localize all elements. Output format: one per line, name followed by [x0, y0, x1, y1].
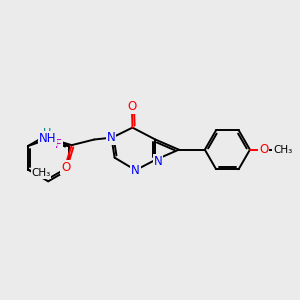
- Text: F: F: [55, 138, 62, 151]
- Text: NH: NH: [38, 132, 56, 145]
- Text: N: N: [154, 154, 162, 168]
- Text: O: O: [61, 160, 71, 174]
- Text: CH₃: CH₃: [273, 145, 292, 155]
- Text: CH₃: CH₃: [32, 168, 51, 178]
- Text: H: H: [43, 128, 52, 138]
- Text: O: O: [259, 143, 268, 156]
- Text: O: O: [127, 100, 136, 113]
- Text: N: N: [106, 131, 115, 144]
- Text: N: N: [131, 164, 140, 177]
